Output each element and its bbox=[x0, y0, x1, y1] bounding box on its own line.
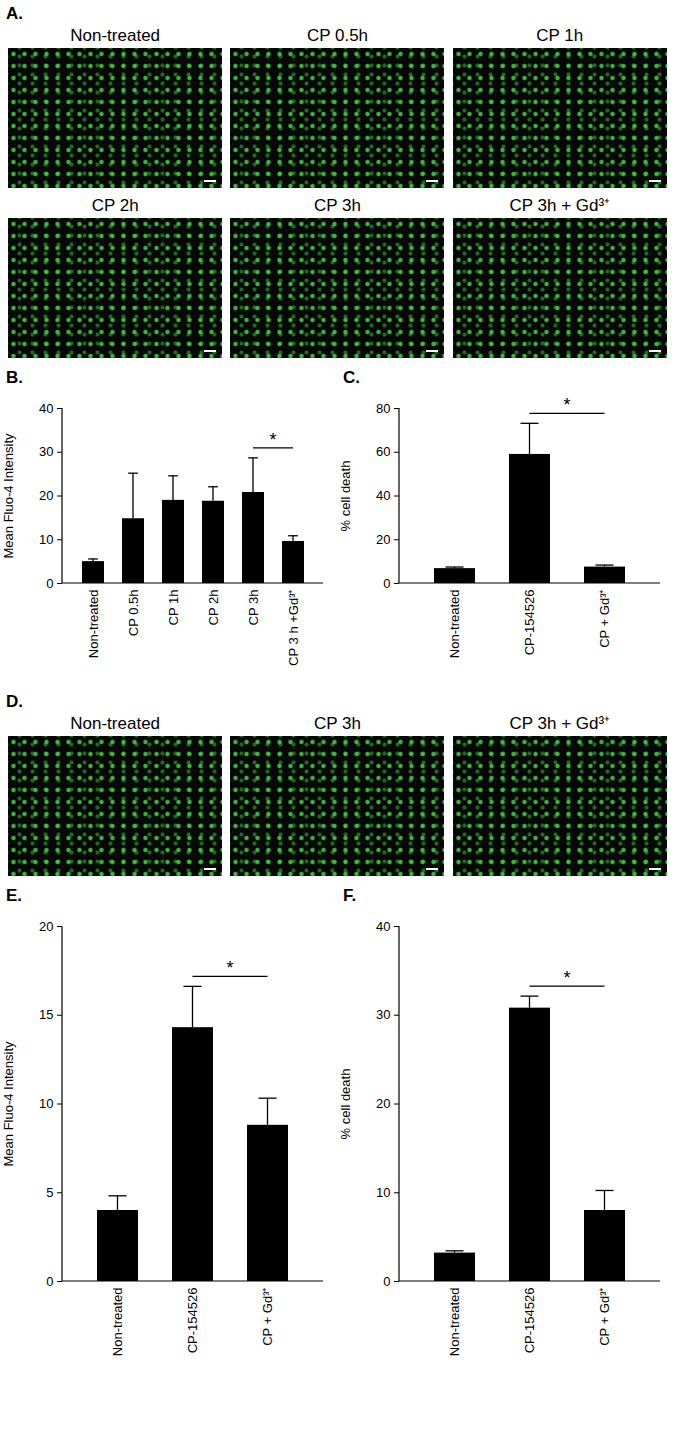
svg-text:0: 0 bbox=[383, 576, 390, 591]
svg-text:% cell death: % cell death bbox=[338, 1069, 353, 1140]
svg-text:20: 20 bbox=[376, 1096, 390, 1111]
svg-text:CP 3h: CP 3h bbox=[246, 590, 261, 626]
svg-text:60: 60 bbox=[376, 444, 390, 459]
svg-text:20: 20 bbox=[39, 919, 53, 934]
svg-text:Non-treated: Non-treated bbox=[447, 1288, 462, 1357]
html-text:Non-treated: Non-treated bbox=[70, 714, 160, 733]
html-text:B.: B. bbox=[6, 368, 23, 387]
svg-text:0: 0 bbox=[46, 1274, 53, 1289]
html-text:CP 3h: CP 3h bbox=[314, 196, 361, 215]
html-text:A.: A. bbox=[6, 4, 23, 23]
svg-text:30: 30 bbox=[39, 444, 53, 459]
html-text:Non-treated: Non-treated bbox=[70, 26, 160, 45]
svg-text:40: 40 bbox=[376, 919, 390, 934]
svg-text:*: * bbox=[226, 958, 233, 978]
svg-text:Non-treated: Non-treated bbox=[86, 590, 101, 659]
html-text:E.: E. bbox=[6, 886, 23, 905]
svg-text:Mean Fluo-4 Intensity: Mean Fluo-4 Intensity bbox=[1, 433, 16, 559]
svg-text:40: 40 bbox=[376, 488, 390, 503]
html-text:C.: C. bbox=[343, 368, 360, 387]
svg-text:15: 15 bbox=[39, 1007, 53, 1022]
html-text:CP 3h + Gd³⁺: CP 3h + Gd³⁺ bbox=[509, 196, 611, 215]
svg-text:*: * bbox=[269, 430, 276, 450]
svg-text:CP 0.5h: CP 0.5h bbox=[126, 590, 141, 637]
svg-text:Mean Fluo-4 Intensity: Mean Fluo-4 Intensity bbox=[1, 1041, 16, 1167]
svg-text:CP + Gd³⁺: CP + Gd³⁺ bbox=[597, 590, 612, 648]
svg-text:CP + Gd³⁺: CP + Gd³⁺ bbox=[260, 1288, 275, 1346]
svg-text:*: * bbox=[563, 968, 570, 988]
svg-text:80: 80 bbox=[376, 401, 390, 416]
svg-text:CP-154526: CP-154526 bbox=[185, 1288, 200, 1354]
svg-text:10: 10 bbox=[376, 1185, 390, 1200]
svg-text:20: 20 bbox=[376, 532, 390, 547]
svg-text:Non-treated: Non-treated bbox=[447, 590, 462, 659]
svg-text:20: 20 bbox=[39, 488, 53, 503]
svg-text:CP 1h: CP 1h bbox=[166, 590, 181, 626]
html-text:CP 1h: CP 1h bbox=[536, 26, 584, 45]
svg-text:CP-154526: CP-154526 bbox=[522, 590, 537, 656]
svg-text:% cell death: % cell death bbox=[338, 461, 353, 532]
html-text:CP 2h: CP 2h bbox=[91, 196, 139, 215]
svg-text:*: * bbox=[563, 395, 570, 415]
svg-text:CP 2h: CP 2h bbox=[206, 590, 221, 626]
svg-text:CP-154526: CP-154526 bbox=[522, 1288, 537, 1354]
svg-text:5: 5 bbox=[46, 1185, 53, 1200]
svg-text:30: 30 bbox=[376, 1007, 390, 1022]
html-text:CP 3h + Gd³⁺: CP 3h + Gd³⁺ bbox=[509, 714, 611, 733]
svg-text:10: 10 bbox=[39, 532, 53, 547]
svg-text:CP + Gd³⁺: CP + Gd³⁺ bbox=[597, 1288, 612, 1346]
html-text:CP 0.5h: CP 0.5h bbox=[306, 26, 368, 45]
svg-text:CP 3 h +Gd³⁺: CP 3 h +Gd³⁺ bbox=[286, 590, 301, 666]
svg-text:0: 0 bbox=[46, 576, 53, 591]
svg-text:0: 0 bbox=[383, 1274, 390, 1289]
html-text:F.: F. bbox=[343, 886, 357, 905]
html-text:D.: D. bbox=[6, 692, 23, 711]
html-text:CP 3h: CP 3h bbox=[314, 714, 361, 733]
svg-text:Non-treated: Non-treated bbox=[110, 1288, 125, 1357]
svg-text:40: 40 bbox=[39, 401, 53, 416]
svg-text:10: 10 bbox=[39, 1096, 53, 1111]
